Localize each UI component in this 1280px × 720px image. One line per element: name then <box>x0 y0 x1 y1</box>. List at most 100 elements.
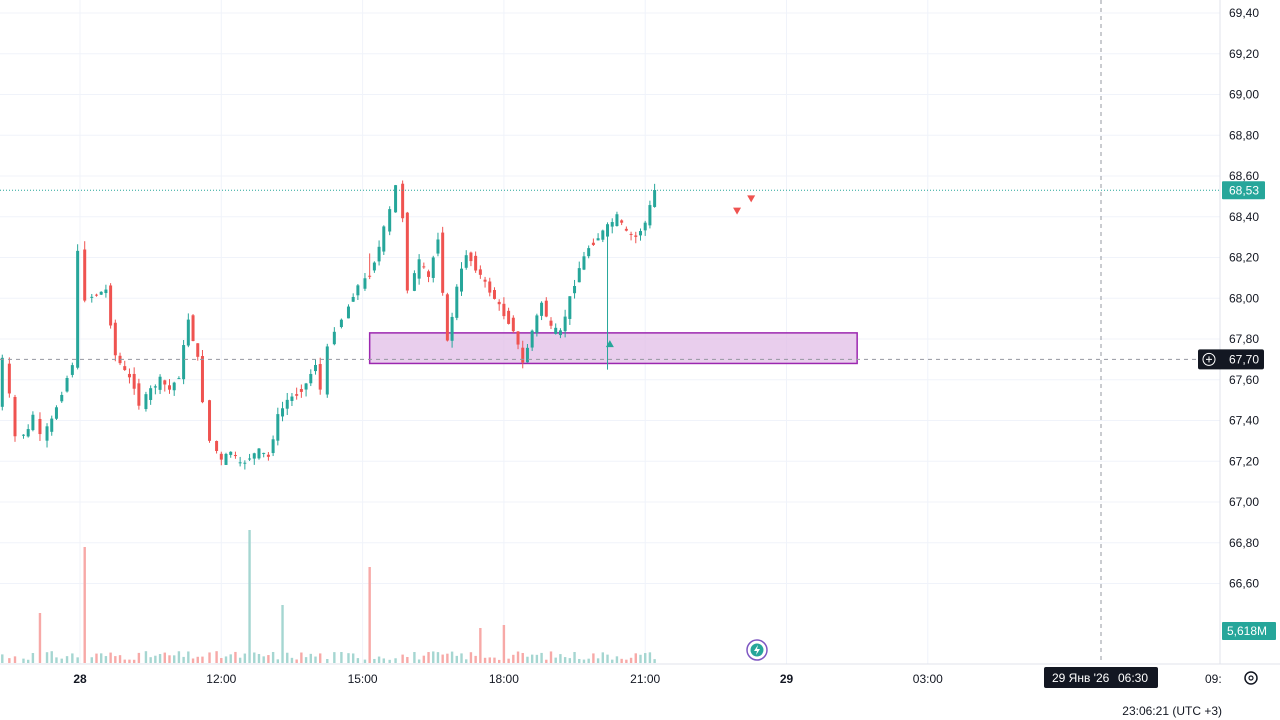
candle-body <box>191 315 195 342</box>
price-tick-label: 67,40 <box>1229 414 1259 428</box>
candle-body <box>182 345 186 380</box>
candle-body <box>601 230 605 240</box>
volume-bar <box>76 657 79 663</box>
volume-bar <box>123 659 126 663</box>
volume-bar <box>1 654 4 663</box>
candle-body <box>544 300 548 317</box>
last-price-tag-bg <box>1222 181 1265 200</box>
volume-bar <box>137 652 141 663</box>
volume-bar <box>326 658 329 663</box>
time-tick-label: 15:00 <box>348 672 378 686</box>
volume-bar <box>55 657 58 663</box>
candle-body <box>549 320 553 326</box>
volume-bar <box>377 656 381 663</box>
volume-bar <box>644 653 647 663</box>
volume-bar <box>267 655 270 663</box>
candle-body <box>431 257 435 278</box>
candle-body <box>577 268 581 283</box>
volume-bar <box>545 659 548 663</box>
volume-bar <box>474 655 477 663</box>
candle-body <box>65 378 69 392</box>
volume-bar <box>144 651 148 663</box>
volume-bar <box>13 656 17 663</box>
volume-bar <box>620 658 623 663</box>
volume-bars <box>1 530 656 663</box>
crosshair-price-label: 67,70 <box>1229 352 1259 366</box>
volume-bar <box>104 656 108 663</box>
volume-bar <box>99 653 103 663</box>
volume-bar <box>191 658 195 663</box>
time-tick-label: 21:00 <box>630 672 660 686</box>
price-tick-label: 68,20 <box>1229 251 1259 265</box>
volume-bar <box>427 652 430 663</box>
volume-bar <box>406 656 409 663</box>
volume-bar <box>441 654 444 663</box>
price-tick-label: 68,60 <box>1229 169 1259 183</box>
candle-body <box>417 259 421 279</box>
volume-bar <box>450 651 454 663</box>
volume-bar <box>587 658 590 663</box>
volume-bar <box>8 658 11 663</box>
candle-body <box>31 414 35 431</box>
volume-bar <box>568 658 572 663</box>
gear-icon[interactable] <box>1244 671 1258 685</box>
volume-bar <box>502 625 506 663</box>
candle-body <box>21 434 25 436</box>
volume-bar <box>208 652 211 663</box>
volume-bar <box>549 651 553 663</box>
volume-bar <box>363 659 367 663</box>
time-tick-label-clipped: 09: <box>1205 672 1222 686</box>
price-axis[interactable]: 69,40 69,20 69,00 68,80 68,60 68,40 68,20 68,00… <box>1229 6 1259 591</box>
candle-body <box>587 248 591 257</box>
volume-bar <box>394 658 397 663</box>
volume-bar <box>118 655 122 663</box>
candle-body <box>113 322 117 356</box>
volume-bar <box>526 656 529 663</box>
volume-tag-bg <box>1222 622 1276 640</box>
last-price-tag: 68,53 <box>1222 181 1265 200</box>
volume-bar <box>497 659 501 663</box>
candle-body <box>186 319 190 346</box>
volume-bar <box>422 655 426 663</box>
volume-bar <box>253 652 256 663</box>
volume-bar <box>436 652 440 663</box>
volume-bar <box>592 653 595 663</box>
volume-bar <box>300 652 303 663</box>
volume-bar <box>483 657 487 663</box>
candle-body <box>224 453 228 465</box>
candle-body <box>469 252 473 262</box>
candle-body <box>262 452 266 454</box>
volume-bar <box>653 659 656 663</box>
candle-body <box>351 296 355 302</box>
candle-body <box>516 331 520 345</box>
volume-bar <box>257 654 261 663</box>
candle-body <box>540 302 544 316</box>
zone-rectangle[interactable] <box>368 332 858 365</box>
candle-body <box>511 317 515 332</box>
candle-body <box>196 343 200 357</box>
candle-body <box>427 271 431 277</box>
gear-icon-ring[interactable] <box>1244 671 1258 685</box>
candle-body <box>266 454 270 457</box>
candle-body <box>94 294 98 296</box>
support-zone[interactable] <box>368 332 858 365</box>
candle-body <box>460 268 464 292</box>
volume-bar <box>50 651 53 663</box>
candle-body <box>596 238 600 241</box>
volume-bar <box>554 657 557 663</box>
timezone-clock[interactable]: 23:06:21 (UTC +3) <box>1122 704 1222 718</box>
volume-bar <box>507 658 510 663</box>
time-axis[interactable]: 28 12:00 15:00 18:00 21:00 29 03:00 09: <box>0 0 1280 686</box>
volume-bar <box>65 656 69 663</box>
candle-body <box>563 316 567 332</box>
candle-body <box>163 380 167 385</box>
time-tick-label: 29 <box>780 672 794 686</box>
volume-bar <box>488 657 491 663</box>
gear-icon-center[interactable] <box>1248 675 1254 681</box>
volume-bar <box>128 659 131 663</box>
volume-bar <box>177 651 181 663</box>
add-alert-icon[interactable] <box>1202 352 1216 366</box>
candle-body <box>394 185 398 213</box>
volume-bar <box>512 654 515 663</box>
